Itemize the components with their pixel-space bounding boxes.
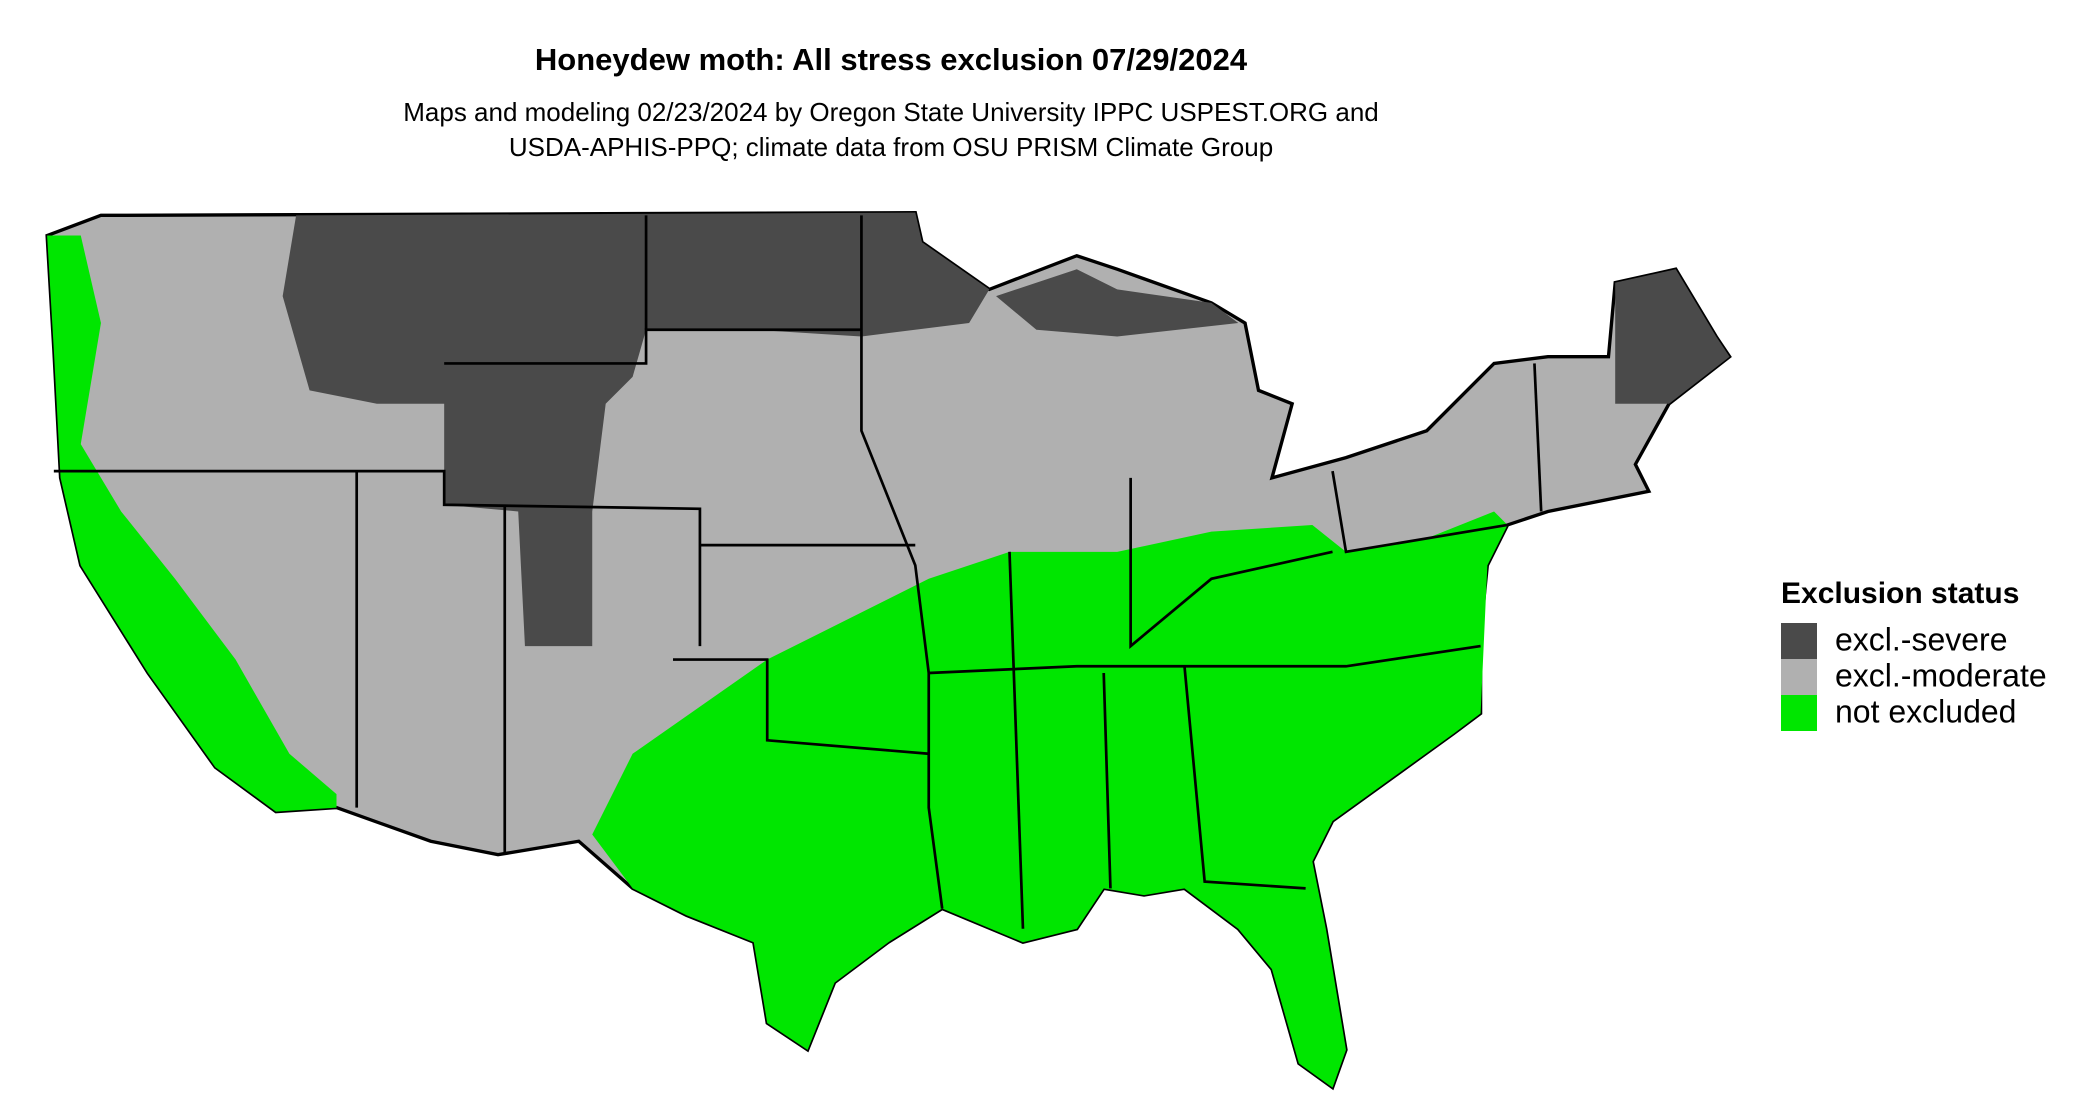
legend-label: excl.-moderate [1835,657,2047,693]
legend-swatch [1781,695,1817,731]
map-subtitle: USDA-APHIS-PPQ; climate data from OSU PR… [509,132,1273,162]
map-subtitle: Maps and modeling 02/23/2024 by Oregon S… [403,97,1379,127]
legend-swatch [1781,623,1817,659]
state-borders [53,215,1543,929]
region-severe [282,212,990,647]
legend-label: not excluded [1835,693,2016,729]
legend-label: excl.-severe [1835,621,2008,657]
region-severe [996,269,1239,337]
region-not-excluded [592,511,1508,1088]
region-severe [1615,269,1730,404]
map-title: Honeydew moth: All stress exclusion 07/2… [535,42,1248,77]
legend-swatch [1781,659,1817,695]
legend-title: Exclusion status [1781,577,2019,610]
region-not-excluded [47,235,337,812]
us-map [45,210,1732,1091]
